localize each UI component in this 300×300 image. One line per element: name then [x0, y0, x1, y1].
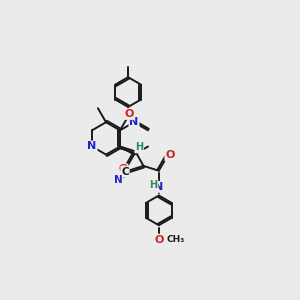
Text: N: N — [154, 182, 164, 192]
Text: CH₃: CH₃ — [167, 235, 185, 244]
Text: N: N — [114, 175, 123, 185]
Text: N: N — [87, 142, 97, 152]
Text: O: O — [124, 109, 134, 119]
Text: H: H — [149, 180, 158, 190]
Text: O: O — [118, 164, 128, 174]
Text: O: O — [154, 235, 164, 244]
Text: O: O — [165, 150, 175, 160]
Text: H: H — [135, 142, 143, 152]
Text: N: N — [129, 117, 139, 127]
Text: C: C — [121, 167, 129, 176]
